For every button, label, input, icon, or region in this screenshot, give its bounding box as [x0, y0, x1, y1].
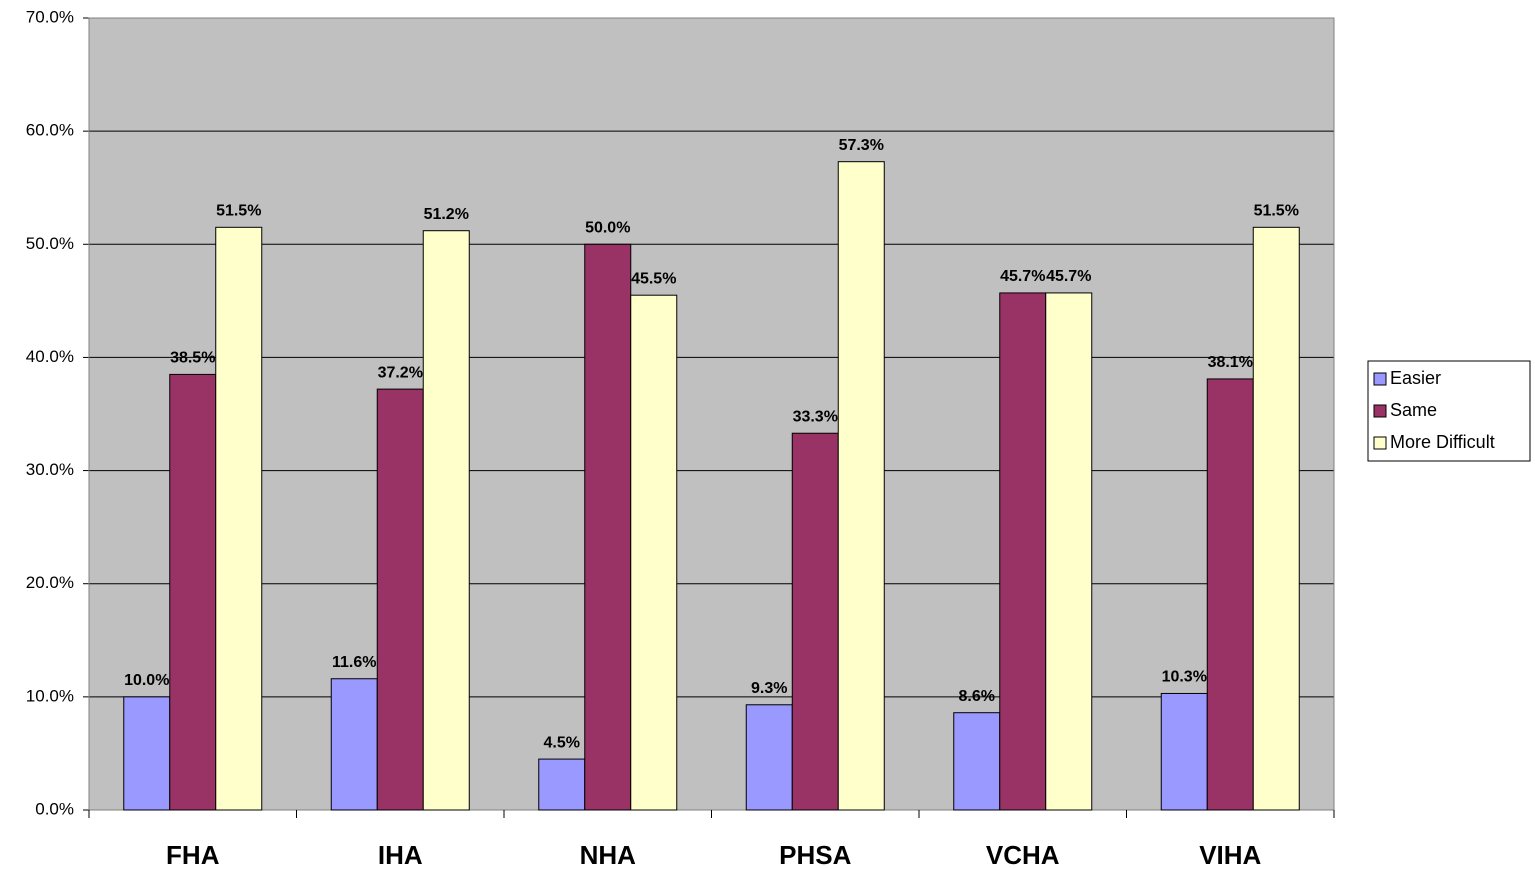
- bar: [1160, 692, 1208, 811]
- legend-label: Easier: [1390, 368, 1441, 388]
- plot-area: [89, 18, 1334, 810]
- legend-label: More Difficult: [1390, 432, 1495, 452]
- legend-box: [1367, 360, 1531, 462]
- value-label: 37.2%: [378, 364, 423, 381]
- y-tick-label: 70.0%: [26, 7, 74, 26]
- bar: [630, 294, 678, 811]
- legend-swatch: [1373, 436, 1387, 450]
- bar: [538, 758, 586, 811]
- value-label: 8.6%: [959, 688, 995, 705]
- y-tick-label: 50.0%: [26, 234, 74, 253]
- legend-swatch: [1373, 404, 1387, 418]
- legend-swatch: [1373, 372, 1387, 386]
- value-label: 51.5%: [1254, 203, 1299, 220]
- legend-label: Same: [1390, 400, 1437, 420]
- value-label: 10.0%: [124, 672, 169, 689]
- bar: [953, 712, 1001, 811]
- bar: [169, 373, 217, 811]
- x-tick-label: NHA: [580, 840, 637, 869]
- value-label: 38.1%: [1208, 354, 1253, 371]
- value-label: 51.5%: [216, 203, 261, 220]
- x-tick-label: PHSA: [779, 840, 851, 869]
- value-label: 11.6%: [332, 654, 376, 671]
- bar: [422, 230, 470, 811]
- y-tick-label: 60.0%: [26, 121, 74, 140]
- value-label: 45.5%: [631, 270, 676, 287]
- bar: [837, 161, 885, 811]
- bar: [1045, 292, 1093, 811]
- value-label: 33.3%: [793, 408, 838, 425]
- bar: [745, 704, 793, 811]
- bar: [791, 432, 839, 811]
- x-tick-label: IHA: [378, 840, 423, 869]
- value-label: 45.7%: [1046, 268, 1091, 285]
- bar: [584, 243, 632, 811]
- value-label: 57.3%: [839, 137, 884, 154]
- bar: [376, 388, 424, 811]
- value-label: 4.5%: [544, 734, 580, 751]
- value-label: 50.0%: [585, 220, 630, 237]
- bar: [1206, 378, 1254, 811]
- value-label: 9.3%: [751, 680, 787, 697]
- value-label: 45.7%: [1000, 268, 1045, 285]
- y-tick-label: 0.0%: [35, 799, 74, 818]
- bar: [123, 696, 171, 811]
- y-tick-label: 40.0%: [26, 347, 74, 366]
- y-tick-label: 10.0%: [26, 686, 74, 705]
- value-label: 38.5%: [170, 350, 215, 367]
- y-tick-label: 20.0%: [26, 573, 74, 592]
- x-tick-label: VIHA: [1199, 840, 1261, 869]
- value-label: 10.3%: [1162, 669, 1207, 686]
- bar: [1252, 226, 1300, 811]
- value-label: 51.2%: [424, 206, 469, 223]
- bar: [330, 678, 378, 811]
- x-tick-label: FHA: [166, 840, 220, 869]
- x-tick-label: VCHA: [986, 840, 1060, 869]
- y-tick-label: 30.0%: [26, 460, 74, 479]
- bar: [215, 226, 263, 811]
- bar: [999, 292, 1047, 811]
